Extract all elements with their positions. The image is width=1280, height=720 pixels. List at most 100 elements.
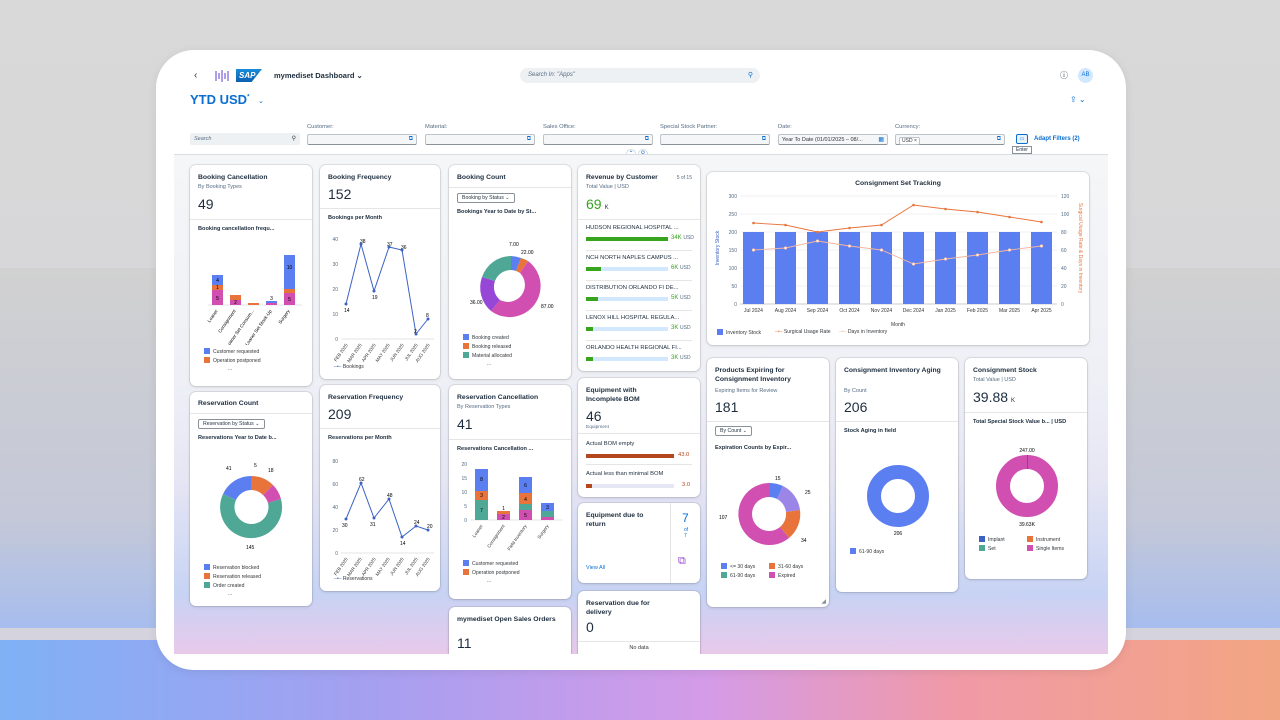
resize-handle-icon[interactable]: ◢ — [821, 599, 826, 605]
list-item[interactable]: HUDSON REGIONAL HOSPITAL ... 34K USD — [578, 223, 700, 253]
equipment-due-return-card[interactable]: Equipment due to return 7 of 7 ⧉ View Al… — [578, 503, 700, 583]
legend-item[interactable]: 31-60 days — [769, 563, 803, 570]
legend-item[interactable]: Operation postponed — [463, 569, 520, 576]
adapt-filters-link[interactable]: Adapt Filters (2) — [1034, 136, 1080, 142]
global-search-input[interactable]: Search In: "Apps" ⚲ — [520, 68, 760, 83]
revenue-by-customer-card[interactable]: Revenue by Customer 5 of 15 Total Value … — [578, 165, 700, 371]
help-icon[interactable]: ⓘ — [1060, 71, 1068, 80]
booking-status-select[interactable]: Booking by Status ⌄ — [457, 193, 515, 203]
view-all-link[interactable]: View All — [586, 565, 606, 571]
data-label: 3 — [270, 296, 273, 302]
data-label: 48 — [387, 493, 393, 499]
reservation-cancellation-card[interactable]: Reservation Cancellation By Reservation … — [449, 385, 571, 599]
currency-field[interactable]: USD × ⧉ — [895, 134, 1005, 145]
bom-row-label: Actual less than minimal BOM — [586, 471, 664, 477]
legend-item[interactable]: 61-90 days — [721, 572, 755, 579]
value-bar-fill — [586, 454, 674, 458]
value-bar-fill — [586, 267, 601, 271]
bar-segment — [284, 289, 295, 293]
axis-tick-label: 250 — [729, 212, 738, 218]
reservation-count-card[interactable]: Reservation Count Reservation by Status … — [190, 392, 312, 606]
legend-item[interactable]: –•– Days in Inventory — [839, 329, 888, 335]
legend-item[interactable]: <= 30 days — [721, 563, 755, 570]
back-icon[interactable]: ‹ — [194, 70, 198, 81]
legend-item[interactable]: Single Items — [1027, 545, 1064, 552]
date-field[interactable]: Year To Date (01/01/2025 – 08/... ▦ — [778, 134, 888, 145]
legend-item[interactable]: –•– Bookings — [334, 364, 364, 370]
legend-item[interactable]: Expired — [769, 572, 795, 579]
legend-item[interactable]: Reservation blocked — [204, 564, 259, 571]
value-help-icon[interactable]: ⧉ — [761, 136, 766, 142]
legend-item[interactable]: Implant — [979, 536, 1005, 543]
page-title[interactable]: YTD USD* — [190, 92, 250, 107]
list-item[interactable]: DISTRIBUTION ORLANDO FI DE... 5K USD — [578, 283, 700, 313]
consignment-set-tracking-card[interactable]: Consignment Set Tracking 300 250 200 150… — [707, 172, 1089, 345]
legend-item[interactable]: Customer requested — [463, 560, 518, 567]
bar-segment — [212, 285, 223, 290]
consignment-stock-card[interactable]: Consignment Stock Total Value | USD 39.8… — [965, 358, 1087, 579]
legend-item[interactable]: Customer requested — [204, 348, 259, 355]
share-icon[interactable]: ⇪ ⌄ — [1070, 95, 1086, 104]
consignment-inventory-aging-card[interactable]: Consignment Inventory Aging By Count 206… — [836, 358, 958, 592]
legend-item[interactable]: –•– Reservations — [334, 576, 373, 582]
data-label: 34 — [801, 538, 807, 544]
search-icon[interactable]: ⚲ — [747, 72, 753, 79]
list-item[interactable]: LENOX HILL HOSPITAL REGULA... 3K USD — [578, 313, 700, 343]
legend-item[interactable]: Order created — [204, 582, 244, 589]
booking-count-card[interactable]: Booking Count Booking by Status ⌄ Bookin… — [449, 165, 571, 379]
legend-item[interactable]: Material allocated — [463, 352, 512, 359]
customer-field[interactable]: ⧉ — [307, 134, 417, 145]
item-counter: 5 of 15 — [676, 175, 692, 181]
value-help-icon[interactable]: ⧉ — [644, 136, 649, 142]
legend-item[interactable]: 61-90 days — [850, 548, 884, 555]
special-stock-partner-field[interactable]: ⧉ — [660, 134, 770, 145]
booking-frequency-card[interactable]: Booking Frequency 152 Bookings per Month… — [320, 165, 440, 379]
expiring-by-select[interactable]: By Count ⌄ — [715, 426, 753, 436]
go-button[interactable]: ▭ — [1016, 134, 1028, 144]
calendar-icon[interactable]: ▦ — [878, 137, 884, 143]
legend-item[interactable]: Reservation released — [204, 573, 261, 580]
axis-tick-label: 20 — [332, 287, 338, 293]
booking-cancellation-card[interactable]: Booking Cancellation By Booking Types 49… — [190, 165, 312, 386]
legend-item[interactable]: Booking released — [463, 343, 511, 350]
legend-item[interactable]: Operation postponed — [204, 357, 261, 364]
legend-more[interactable]: ... — [228, 366, 233, 372]
value-help-icon[interactable]: ⧉ — [996, 136, 1001, 142]
list-item[interactable]: NCH NORTH NAPLES CAMPUS ... 6K USD — [578, 253, 700, 283]
variant-chevron-icon[interactable]: ⌄ — [258, 98, 264, 105]
reservation-status-select[interactable]: Reservation by Status ⌄ — [198, 419, 265, 429]
avatar[interactable]: AB — [1078, 68, 1093, 83]
line-series — [753, 204, 1042, 233]
app-title[interactable]: mymediset Dashboard ⌄ — [274, 71, 363, 80]
legend-item[interactable]: Booking created — [463, 334, 509, 341]
booking-cancellation-chart: 4 1 5 2 3 10 5 Loaner Consignment Loaner… — [207, 255, 302, 345]
equipment-incomplete-bom-card[interactable]: Equipment with Incomplete BOM 46 Equipme… — [578, 378, 700, 497]
legend-more[interactable]: ... — [487, 361, 492, 367]
legend-item[interactable]: –•– Surgical Usage Rate — [775, 329, 831, 335]
reservation-frequency-card[interactable]: Reservation Frequency 209 Reservations p… — [320, 385, 440, 591]
divider — [670, 503, 671, 583]
value-help-icon[interactable]: ⧉ — [526, 136, 531, 142]
value-help-icon[interactable]: ⧉ — [408, 136, 413, 142]
data-label: 107 — [719, 515, 728, 521]
material-field[interactable]: ⧉ — [425, 134, 535, 145]
legend-item[interactable]: Inventory Stock — [717, 329, 761, 336]
data-label: 62 — [359, 477, 365, 483]
list-item[interactable]: ORLANDO HEALTH REGIONAL FI... 3K USD — [578, 343, 700, 371]
filter-search-input[interactable]: Search ⚲ — [190, 133, 300, 145]
sales-office-field[interactable]: ⧉ — [543, 134, 653, 145]
legend-more[interactable]: ... — [228, 591, 233, 597]
data-label: 39.63K — [1019, 522, 1036, 528]
data-point — [1007, 248, 1012, 252]
open-sales-orders-card[interactable]: mymediset Open Sales Orders 11 — [449, 607, 571, 654]
divider — [190, 413, 312, 414]
legend-more[interactable]: ... — [487, 578, 492, 584]
card-title: Consignment Stock — [973, 367, 1037, 374]
legend-item[interactable]: Instrument — [1027, 536, 1060, 543]
card-title: Booking Cancellation — [198, 174, 268, 181]
legend-item[interactable]: Set — [979, 545, 996, 552]
currency-token[interactable]: USD × — [899, 137, 920, 145]
data-label: 206 — [894, 531, 903, 537]
products-expiring-card[interactable]: Products Expiring for Consignment Invent… — [707, 358, 829, 607]
reservation-due-delivery-card[interactable]: Reservation due for delivery 0 No data — [578, 591, 700, 654]
